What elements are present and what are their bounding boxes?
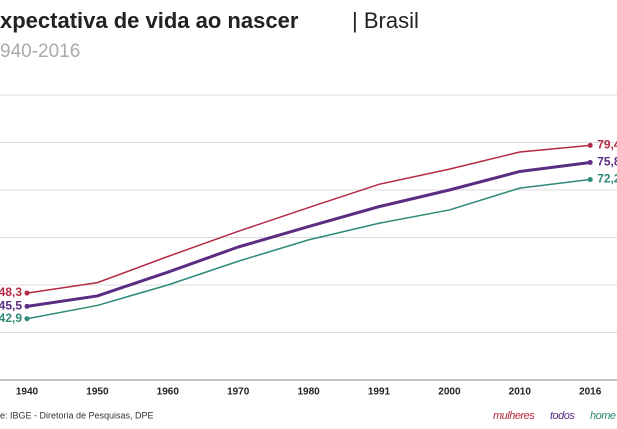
value-label: 42,9 <box>0 311 22 325</box>
source: e: IBGE - Diretoria de Pesquisas, DPE <box>0 410 154 420</box>
x-tick-label: 1950 <box>86 387 109 398</box>
value-label: 79,4 <box>597 138 617 152</box>
x-tick-label: 2000 <box>438 387 461 398</box>
line <box>26 144 591 294</box>
x-tick-label: 1970 <box>227 387 250 398</box>
value-label: 75,8 <box>597 155 617 169</box>
chart-title-suffix: | Brasil <box>352 8 419 33</box>
end-dot <box>24 290 30 296</box>
end-dot <box>587 142 593 148</box>
line <box>26 178 591 320</box>
x-tick-label: 1960 <box>157 387 180 398</box>
end-dot <box>587 159 593 165</box>
logo[interactable]: home <box>590 410 616 422</box>
x-tick-label: 1980 <box>297 387 320 398</box>
x-tick-label: 2016 <box>579 387 602 398</box>
end-dot <box>24 316 30 322</box>
value-label: 72,2 <box>597 172 617 186</box>
logo[interactable]: mulheres <box>493 410 536 422</box>
end-dot <box>24 303 30 309</box>
chart-title: xpectativa de vida ao nascer <box>0 8 299 33</box>
end-dot <box>587 177 593 183</box>
x-tick-label: 2010 <box>509 387 532 398</box>
line <box>26 160 591 308</box>
chart-subtitle: 940-2016 <box>0 41 80 62</box>
value-label: 45,5 <box>0 299 22 313</box>
x-tick-label: 1940 <box>16 387 39 398</box>
value-label: 48,3 <box>0 285 22 299</box>
logo[interactable]: todos <box>550 410 576 422</box>
x-tick-label: 1991 <box>368 387 391 398</box>
